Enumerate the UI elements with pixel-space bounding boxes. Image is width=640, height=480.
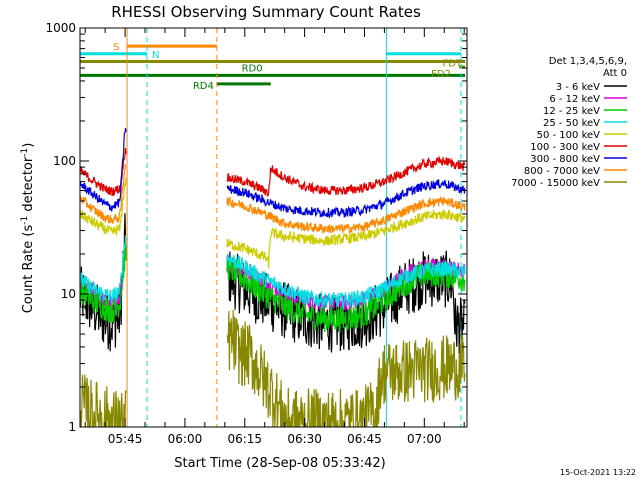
series-line xyxy=(226,208,466,269)
y-tick-label: 1000 xyxy=(45,21,76,35)
x-tick-label: 07:00 xyxy=(407,432,442,446)
x-tick-label: 06:30 xyxy=(287,432,322,446)
chart-title: RHESSI Observing Summary Count Rates xyxy=(111,3,421,21)
legend-entry-label: 6 - 12 keV xyxy=(549,94,600,105)
footer-timestamp: 15-Oct-2021 13:22 xyxy=(560,468,636,477)
series-group xyxy=(80,128,466,427)
x-tick-label: 06:45 xyxy=(347,432,382,446)
legend-entry-label: 3 - 6 keV xyxy=(556,82,600,93)
series-line xyxy=(226,195,466,234)
legend-header: Det 1,3,4,5,6,9, xyxy=(549,56,627,67)
series-line xyxy=(80,147,127,197)
legend-entry-label: 100 - 300 keV xyxy=(530,142,600,153)
x-tick-label: 06:00 xyxy=(168,432,203,446)
y-tick-label: 1 xyxy=(68,420,76,434)
y-axis-label: Count Rate (s-1 detector-1) xyxy=(20,143,36,314)
series-line xyxy=(80,128,127,212)
series-line xyxy=(226,254,466,310)
flag-label: FDT xyxy=(442,58,462,69)
series-line xyxy=(226,179,466,219)
legend-entry-label: 50 - 100 keV xyxy=(537,130,601,141)
flag-label: RD0 xyxy=(242,63,263,74)
x-axis-label: Start Time (28-Sep-08 05:33:42) xyxy=(174,456,385,471)
flag-label: N xyxy=(152,50,159,61)
legend-entry-label: 7000 - 15000 keV xyxy=(511,178,600,189)
flag-label: S xyxy=(113,42,119,53)
y-axis: 1 10 100 1000 xyxy=(45,21,467,434)
series-line xyxy=(226,309,466,427)
series-line xyxy=(226,155,466,198)
series-line xyxy=(80,164,127,224)
series-line xyxy=(80,235,127,304)
x-axis: 05:45 06:00 06:15 06:30 06:45 07:00 xyxy=(84,28,465,446)
legend-entry-label: 12 - 25 keV xyxy=(543,106,600,117)
series-line xyxy=(226,257,466,333)
flag-label: FD2 xyxy=(431,69,451,80)
plot-frame xyxy=(79,27,468,428)
flag-label: RD4 xyxy=(193,81,214,92)
y-tick-label: 100 xyxy=(53,154,76,168)
x-tick-label: 06:15 xyxy=(227,432,262,446)
series-line xyxy=(80,177,127,236)
legend-header: Att 0 xyxy=(603,68,627,79)
y-tick-label: 10 xyxy=(61,287,76,301)
x-tick-label: 05:45 xyxy=(108,432,143,446)
legend-entry-label: 25 - 50 keV xyxy=(543,118,600,129)
legend-entry-label: 300 - 800 keV xyxy=(530,154,600,165)
series-line xyxy=(80,374,127,427)
time-markers xyxy=(79,28,462,427)
legend-entry-label: 800 - 7000 keV xyxy=(524,166,600,177)
